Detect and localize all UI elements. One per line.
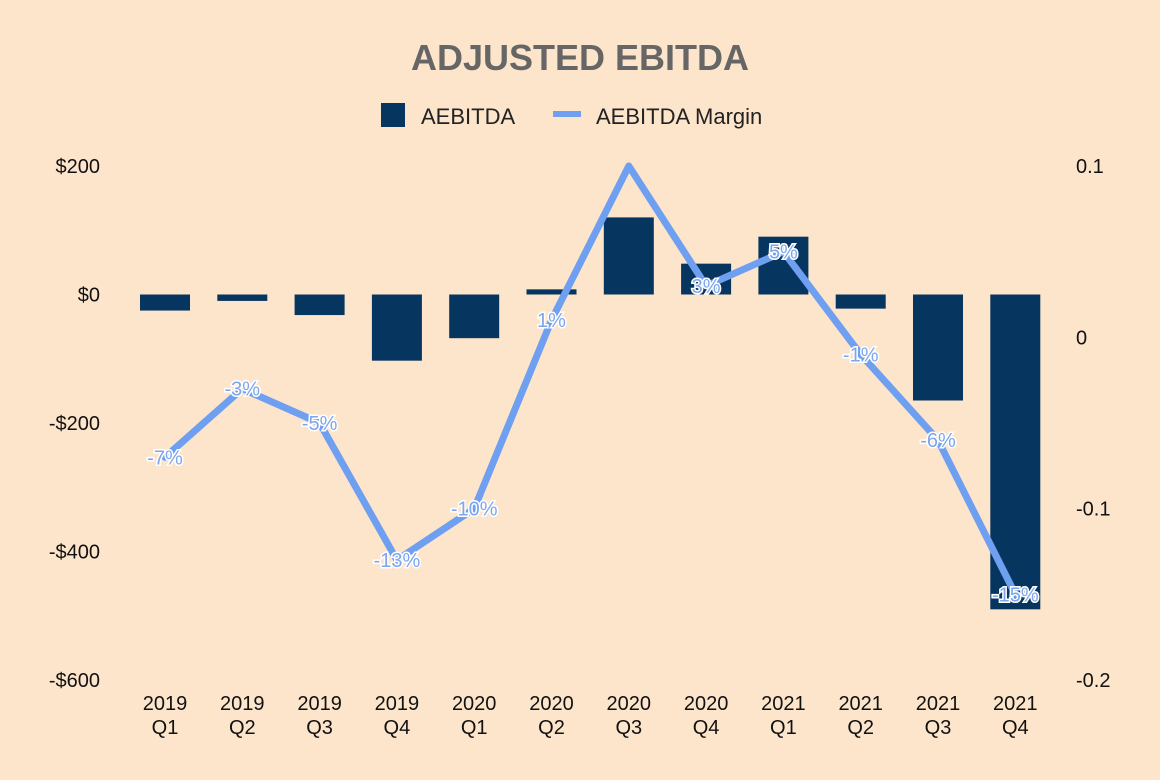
x-tick-label-1: 2019 Q2 xyxy=(220,693,265,739)
margin-data-label-9: -1% xyxy=(843,344,879,366)
bar-9 xyxy=(835,294,886,309)
legend-label-aebitda-margin: AEBITDA Margin xyxy=(596,104,762,129)
y-left-tick-label: -$200 xyxy=(49,413,100,435)
bar-0 xyxy=(140,294,190,311)
margin-data-label-3: -13% xyxy=(374,550,421,572)
legend-label-aebitda: AEBITDA xyxy=(421,104,515,129)
bar-4 xyxy=(449,294,500,339)
bar-8 xyxy=(758,236,809,295)
margin-line xyxy=(161,162,1019,598)
chart-title: ADJUSTED EBITDA xyxy=(411,37,749,78)
bar-5 xyxy=(526,289,577,295)
line-series-aebitda-margin xyxy=(161,162,1019,598)
y-left-tick-label: $0 xyxy=(78,285,100,307)
x-tick-label-8: 2021 Q1 xyxy=(761,693,806,739)
margin-data-label-10: -6% xyxy=(920,430,956,452)
margin-data-label-11: -15% xyxy=(992,584,1039,606)
legend-swatch-aebitda-margin xyxy=(553,111,581,117)
x-tick-label-6: 2020 Q3 xyxy=(607,693,652,739)
y-left-tick-label: -$600 xyxy=(49,670,100,692)
y-right-tick-label: 0 xyxy=(1076,327,1087,349)
bar-2 xyxy=(294,294,345,316)
y-right-tick-label: -0.2 xyxy=(1076,670,1110,692)
bar-10 xyxy=(913,294,963,401)
margin-data-label-5: 1% xyxy=(537,310,566,332)
x-tick-label-5: 2020 Q2 xyxy=(529,693,574,739)
y-axis-right: 0.1 0 -0.1 -0.2 xyxy=(1076,156,1110,692)
bar-6 xyxy=(603,217,654,295)
x-tick-label-0: 2019 Q1 xyxy=(143,693,188,739)
margin-data-label-1: -3% xyxy=(225,379,261,401)
x-tick-label-2: 2019 Q3 xyxy=(297,693,342,739)
y-right-tick-label: 0.1 xyxy=(1076,156,1104,178)
x-tick-label-11: 2021 Q4 xyxy=(993,693,1038,739)
y-left-tick-label: $200 xyxy=(56,156,101,178)
bar-3 xyxy=(371,294,422,361)
margin-data-label-4: -10% xyxy=(451,499,498,521)
x-tick-label-10: 2021 Q3 xyxy=(916,693,961,739)
margin-data-label-2: -5% xyxy=(302,413,338,435)
margin-data-label-0: -7% xyxy=(147,447,183,469)
x-tick-label-9: 2021 Q2 xyxy=(838,693,883,739)
bar-1 xyxy=(217,294,268,301)
y-left-tick-label: -$400 xyxy=(49,542,100,564)
margin-data-label-7: 3% xyxy=(692,276,721,298)
margin-data-label-8: 5% xyxy=(769,242,798,264)
bar-series-aebitda xyxy=(140,217,1041,610)
x-tick-label-3: 2019 Q4 xyxy=(375,693,420,739)
y-right-tick-label: -0.1 xyxy=(1076,499,1110,521)
legend: AEBITDA AEBITDA Margin xyxy=(381,103,762,129)
legend-swatch-aebitda xyxy=(381,103,405,127)
x-axis: 2019 Q1 2019 Q2 2019 Q3 2019 Q4 2020 Q1 2020 Q2 2020… xyxy=(143,693,1038,739)
x-tick-label-7: 2020 Q4 xyxy=(684,693,729,739)
y-axis-left: $200 $0 -$200 -$400 -$600 xyxy=(49,156,100,692)
x-tick-label-4: 2020 Q1 xyxy=(452,693,497,739)
data-labels: -7% -3% -5% -13% -10% 1% 3% 5% -1% -6% -15% xyxy=(146,240,1041,608)
